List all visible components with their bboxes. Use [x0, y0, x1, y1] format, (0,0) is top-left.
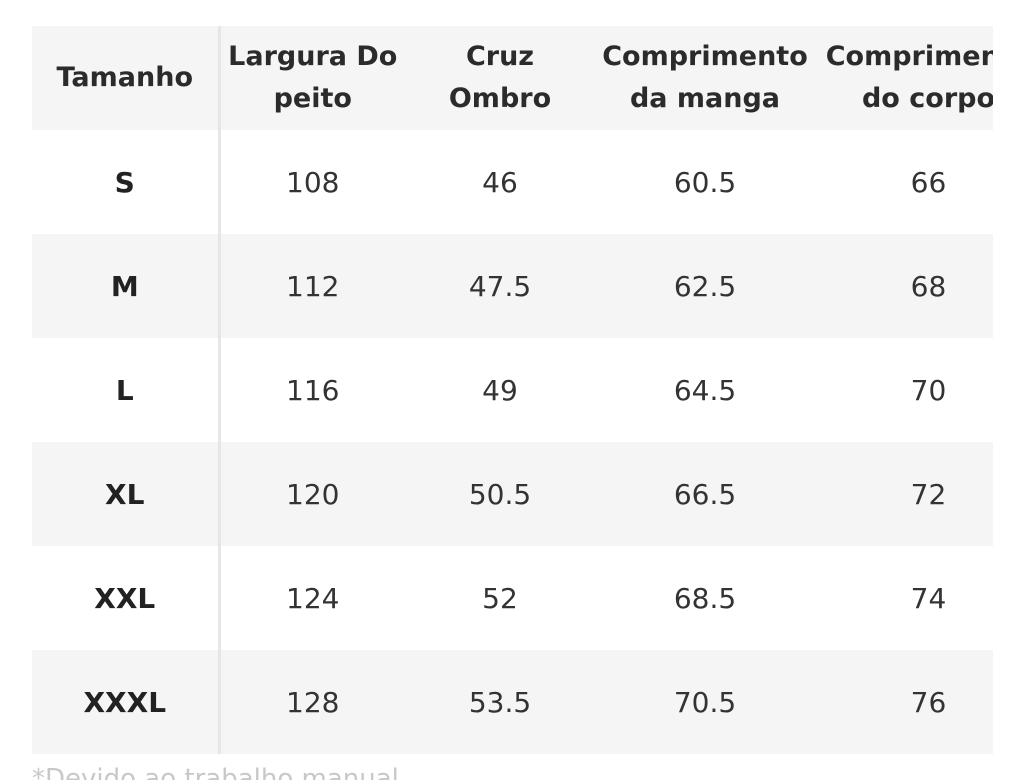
- chest-cell: 124: [286, 581, 340, 615]
- footer-note: *Devido ao trabalho manual...: [32, 764, 424, 780]
- sleeve-cell: 62.5: [673, 269, 737, 303]
- body-cell: 66: [910, 165, 947, 199]
- body-cell: 76: [910, 685, 947, 719]
- size-chart: Tamanho Largura Do peito Cruz Ombro Comp…: [32, 26, 993, 756]
- shoulder-cell: 53.5: [468, 685, 532, 719]
- size-cell: XL: [32, 442, 221, 546]
- table-row: XXL 124 52 68.5 74: [32, 546, 993, 650]
- table-row: XL 120 50.5 66.5 72: [32, 442, 993, 546]
- sleeve-cell: 60.5: [673, 165, 737, 199]
- header-chest-width: Largura Do peito: [219, 26, 405, 130]
- sleeve-cell: 64.5: [673, 373, 737, 407]
- header-shoulder: Cruz Ombro: [405, 26, 595, 130]
- size-cell: XXXL: [32, 650, 221, 754]
- shoulder-cell: 50.5: [468, 477, 532, 511]
- chest-cell: 112: [286, 269, 340, 303]
- header-chest-line-1: Largura Do: [228, 41, 398, 72]
- chest-cell: 108: [286, 165, 340, 199]
- size-cell: XXL: [32, 546, 221, 650]
- size-cell: M: [32, 234, 221, 338]
- table-header-row: Tamanho Largura Do peito Cruz Ombro Comp…: [32, 26, 993, 130]
- header-chest-line-2: peito: [273, 83, 352, 114]
- body-cell: 68: [910, 269, 947, 303]
- sleeve-cell: 66.5: [673, 477, 737, 511]
- header-sleeve-line-1: Comprimento: [602, 41, 808, 72]
- header-size-label: Tamanho: [56, 62, 193, 93]
- chest-cell: 128: [286, 685, 340, 719]
- table-row: M 112 47.5 62.5 68: [32, 234, 993, 338]
- sleeve-cell: 70.5: [673, 685, 737, 719]
- size-cell: L: [32, 338, 221, 442]
- table-row: S 108 46 60.5 66: [32, 130, 993, 234]
- header-size: Tamanho: [32, 26, 221, 130]
- sleeve-cell: 68.5: [673, 581, 737, 615]
- header-body-line-1: Comprimento: [825, 41, 993, 72]
- body-cell: 70: [910, 373, 947, 407]
- shoulder-cell: 49: [482, 373, 518, 407]
- table-row: XXXL 128 53.5 70.5 76: [32, 650, 993, 754]
- size-cell: S: [32, 130, 221, 234]
- header-shoulder-line-2: Ombro: [448, 83, 552, 114]
- header-body-line-2: do corpo: [861, 83, 993, 114]
- chest-cell: 116: [286, 373, 340, 407]
- chest-cell: 120: [286, 477, 340, 511]
- shoulder-cell: 46: [482, 165, 518, 199]
- body-cell: 74: [910, 581, 947, 615]
- body-cell: 72: [910, 477, 947, 511]
- size-table: Tamanho Largura Do peito Cruz Ombro Comp…: [32, 26, 993, 754]
- header-sleeve-length: Comprimento da manga: [595, 26, 815, 130]
- shoulder-cell: 52: [482, 581, 518, 615]
- header-shoulder-line-1: Cruz: [465, 41, 535, 72]
- table-row: L 116 49 64.5 70: [32, 338, 993, 442]
- header-sleeve-line-2: da manga: [629, 83, 781, 114]
- shoulder-cell: 47.5: [468, 269, 532, 303]
- header-body-length: Comprimento do corpo: [815, 26, 993, 130]
